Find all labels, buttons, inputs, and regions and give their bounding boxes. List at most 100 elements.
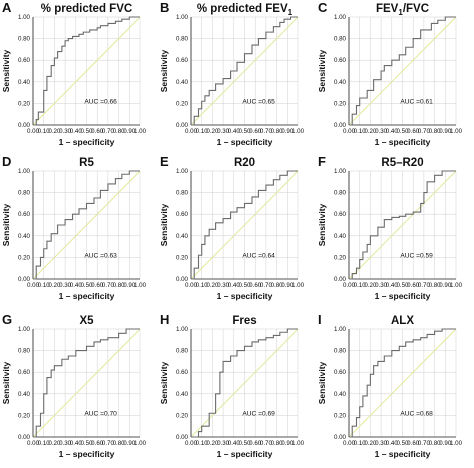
- x-axis-label: 1 – specificity: [217, 291, 273, 301]
- reference-diagonal-line: [348, 328, 457, 438]
- x-tick-label: 0.30: [375, 440, 388, 447]
- x-tick-label: 1.00: [134, 128, 147, 135]
- y-tick-label: 0.40: [18, 391, 31, 398]
- x-tick-label: 0.10: [196, 282, 209, 289]
- panel-title-main: R20: [234, 157, 255, 169]
- x-tick-label: 0.60: [91, 282, 104, 289]
- auc-annotation: AUC =0.69: [242, 410, 275, 417]
- x-tick-label: 0.90: [281, 440, 294, 447]
- panel-letter: D: [2, 154, 11, 169]
- reference-diagonal-line: [348, 170, 457, 280]
- y-axis-label: Sensitivity: [1, 203, 11, 246]
- x-tick-label: 0.10: [354, 282, 367, 289]
- roc-curve-line: [33, 170, 140, 280]
- x-tick-label: 1.00: [134, 282, 147, 289]
- x-tick-label: 0.40: [228, 282, 241, 289]
- auc-annotation: AUC =0.64: [242, 252, 275, 259]
- y-axis-label: Sensitivity: [159, 203, 169, 246]
- y-axis-label: Sensitivity: [1, 49, 11, 92]
- x-tick-label: 0.70: [260, 128, 273, 135]
- panel-title-main: X5: [79, 315, 94, 327]
- x-tick-label: 0.20: [206, 128, 219, 135]
- y-tick-label: 0.40: [334, 391, 347, 398]
- y-tick-label: 0.20: [176, 254, 189, 261]
- y-tick-label: 1.00: [176, 14, 189, 21]
- roc-curve-line: [191, 16, 298, 126]
- x-axis-label: 1 – specificity: [217, 137, 273, 147]
- x-tick-label: 0.40: [70, 440, 83, 447]
- panel-title-suffix: /FVC: [403, 3, 429, 15]
- y-tick-label: 0.20: [176, 100, 189, 107]
- y-tick-label: 1.00: [334, 14, 347, 21]
- x-tick-label: 0.50: [238, 128, 251, 135]
- y-tick-label: 1.00: [18, 14, 31, 21]
- roc-curve-line: [191, 170, 298, 280]
- x-tick-label: 0.50: [80, 282, 93, 289]
- x-axis-label: 1 – specificity: [217, 449, 273, 459]
- x-tick-label: 0.50: [396, 440, 409, 447]
- roc-panel-h: H Fres0.000.100.200.300.400.500.600.700.8…: [159, 312, 305, 459]
- panel-title: % predicted FVC: [41, 3, 132, 15]
- x-tick-label: 0.10: [38, 440, 51, 447]
- x-tick-label: 0.80: [429, 440, 442, 447]
- y-tick-label: 0.40: [176, 233, 189, 240]
- x-tick-label: 0.90: [281, 128, 294, 135]
- x-tick-label: 0.90: [439, 128, 452, 135]
- panel-title-main: FEV: [376, 3, 399, 15]
- x-tick-label: 1.00: [450, 128, 463, 135]
- x-axis-label: 1 – specificity: [375, 291, 431, 301]
- y-tick-label: 0.80: [176, 348, 189, 355]
- y-tick-label: 0.80: [176, 190, 189, 197]
- x-tick-label: 0.20: [48, 282, 61, 289]
- x-tick-label: 0.90: [281, 282, 294, 289]
- panel-letter: H: [160, 312, 169, 327]
- panel-letter: I: [318, 312, 322, 327]
- x-tick-label: 0.80: [429, 282, 442, 289]
- y-tick-label: 0.40: [18, 79, 31, 86]
- auc-annotation: AUC =0.66: [84, 98, 117, 105]
- x-tick-label: 0.10: [196, 128, 209, 135]
- panel-letter: A: [2, 0, 12, 15]
- x-tick-label: 0.20: [48, 440, 61, 447]
- x-tick-label: 0.10: [38, 282, 51, 289]
- x-tick-label: 0.20: [48, 128, 61, 135]
- y-axis-label: Sensitivity: [1, 361, 11, 404]
- x-axis-label: 1 – specificity: [59, 291, 115, 301]
- x-tick-label: 0.60: [407, 440, 420, 447]
- panel-title: R20: [234, 157, 255, 169]
- x-tick-label: 0.10: [196, 440, 209, 447]
- roc-curve-line: [349, 328, 456, 438]
- y-tick-label: 0.00: [334, 434, 347, 441]
- x-axis-label: 1 – specificity: [59, 449, 115, 459]
- y-tick-label: 0.80: [334, 36, 347, 43]
- y-tick-label: 1.00: [334, 168, 347, 175]
- y-tick-label: 0.80: [18, 36, 31, 43]
- reference-diagonal-line: [32, 170, 141, 280]
- y-tick-label: 0.20: [176, 412, 189, 419]
- y-tick-label: 0.40: [334, 233, 347, 240]
- roc-curve-line: [349, 16, 456, 126]
- reference-diagonal-line: [348, 16, 457, 126]
- x-tick-label: 0.60: [407, 282, 420, 289]
- panel-title-main: % predicted FVC: [41, 3, 132, 15]
- x-axis-label: 1 – specificity: [59, 137, 115, 147]
- roc-panel-d: D R50.000.100.200.300.400.500.600.700.800…: [1, 154, 147, 301]
- x-tick-label: 0.40: [386, 282, 399, 289]
- y-tick-label: 0.80: [18, 190, 31, 197]
- x-tick-label: 1.00: [292, 440, 305, 447]
- roc-panel-e: E R200.000.100.200.300.400.500.600.700.80…: [159, 154, 305, 301]
- panel-title: % predicted FEV1: [197, 3, 293, 17]
- y-axis-label: Sensitivity: [159, 49, 169, 92]
- roc-panel-g: G X50.000.100.200.300.400.500.600.700.800…: [1, 312, 147, 459]
- y-tick-label: 1.00: [18, 168, 31, 175]
- x-tick-label: 0.80: [271, 128, 284, 135]
- y-tick-label: 0.60: [334, 211, 347, 218]
- x-tick-label: 0.50: [238, 282, 251, 289]
- x-tick-label: 1.00: [134, 440, 147, 447]
- y-tick-label: 0.20: [334, 100, 347, 107]
- panel-title: ALX: [391, 315, 414, 327]
- x-tick-label: 0.60: [91, 440, 104, 447]
- y-tick-label: 1.00: [18, 326, 31, 333]
- x-tick-label: 0.60: [249, 440, 262, 447]
